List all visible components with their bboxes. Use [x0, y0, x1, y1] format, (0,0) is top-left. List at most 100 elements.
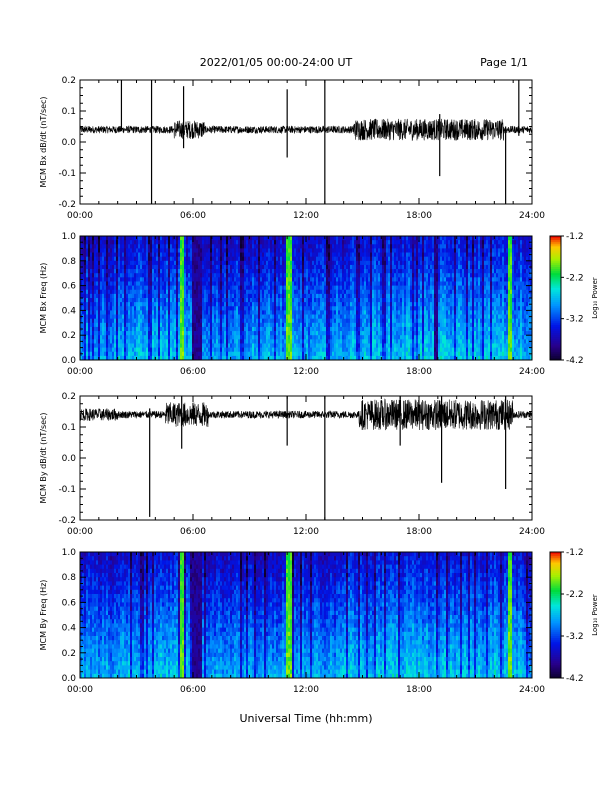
spectrogram-cell — [100, 326, 103, 332]
spectrogram-cell — [126, 314, 129, 320]
spectrogram-cell — [246, 293, 249, 299]
spectrogram-cell — [132, 269, 135, 274]
spectrogram-cell — [276, 331, 279, 336]
spectrogram-cell — [176, 331, 179, 336]
spectrogram-cell — [256, 264, 259, 270]
spectrogram-cell — [288, 318, 291, 324]
spectrogram-cell — [304, 293, 307, 299]
spectrogram-cell — [174, 314, 177, 320]
spectrogram-cell — [182, 273, 185, 278]
spectrogram-cell — [160, 335, 163, 340]
spectrogram-cell — [306, 339, 309, 344]
spectrogram-cell — [270, 264, 273, 270]
spectrogram-cell — [148, 269, 151, 274]
spectrogram-cell — [242, 248, 245, 253]
spectrogram-cell — [90, 306, 93, 311]
spectrogram-cell — [150, 314, 153, 320]
spectrogram-cell — [314, 264, 317, 270]
spectrogram-cell — [270, 240, 273, 245]
spectrogram-cell — [272, 347, 275, 353]
spectrogram-cell — [122, 244, 125, 249]
spectrogram-cell — [204, 318, 207, 324]
spectrogram-cell — [162, 248, 165, 253]
spectrogram-cell — [320, 289, 323, 295]
spectrogram-cell — [296, 256, 299, 262]
spectrogram-cell — [214, 335, 217, 340]
spectrogram-cell — [106, 256, 109, 262]
spectrogram-cell — [300, 351, 303, 357]
spectrogram-cell — [82, 351, 85, 357]
spectrogram-cell — [230, 240, 233, 245]
spectrogram-cell — [194, 277, 197, 282]
spectrogram-cell — [290, 310, 293, 315]
spectrogram-cell — [252, 351, 255, 357]
spectrogram-cell — [144, 244, 147, 249]
spectrogram-cell — [302, 293, 305, 299]
spectrogram-cell — [280, 335, 283, 340]
spectrogram-cell — [222, 314, 225, 320]
spectrogram-cell — [198, 339, 201, 344]
spectrogram-cell — [224, 343, 227, 348]
spectrogram-cell — [282, 240, 285, 245]
spectrogram-cell — [266, 256, 269, 262]
spectrogram-cell — [302, 310, 305, 315]
spectrogram-cell — [114, 355, 117, 361]
spectrogram-cell — [248, 281, 251, 286]
spectrogram-cell — [208, 281, 211, 286]
spectrogram-cell — [244, 244, 247, 249]
spectrogram-cell — [92, 269, 95, 274]
spectrogram-cell — [220, 269, 223, 274]
spectrogram-cell — [230, 343, 233, 348]
spectrogram-cell — [106, 302, 109, 307]
spectrogram-cell — [322, 252, 325, 258]
spectrogram-cell — [84, 306, 87, 311]
spectrogram-cell — [268, 351, 271, 357]
spectrogram-cell — [198, 269, 201, 274]
spectrogram-cell — [246, 339, 249, 344]
spectrogram-cell — [322, 264, 325, 270]
spectrogram-cell — [242, 351, 245, 357]
spectrogram-cell — [82, 236, 85, 241]
spectrogram-cell — [172, 322, 175, 328]
spectrogram-cell — [94, 252, 97, 258]
spectrogram-cell — [224, 310, 227, 315]
spectrogram-cell — [264, 355, 267, 361]
spectrogram-cell — [180, 293, 183, 299]
spectrogram-cell — [118, 248, 121, 253]
spectrogram-cell — [280, 355, 283, 361]
spectrogram-cell — [276, 351, 279, 357]
spectrogram-cell — [238, 310, 241, 315]
spectrogram-cell — [246, 269, 249, 274]
spectrogram-cell — [228, 314, 231, 320]
spectrogram-cell — [94, 326, 97, 332]
spectrogram-cell — [274, 277, 277, 282]
spectrogram-cell — [90, 236, 93, 241]
spectrogram-cell — [256, 347, 259, 353]
spectrogram-cell — [212, 277, 215, 282]
spectrogram-cell — [158, 310, 161, 315]
spectrogram-cell — [210, 236, 213, 241]
spectrogram-cell — [142, 285, 145, 291]
spectrogram-cell — [322, 318, 325, 324]
spectrogram-cell — [132, 298, 135, 303]
spectrogram-cell — [166, 343, 169, 348]
spectrogram-cell — [320, 244, 323, 249]
spectrogram-cell — [288, 314, 291, 320]
spectrogram-cell — [168, 293, 171, 299]
spectrogram-cell — [114, 260, 117, 266]
spectrogram-cell — [106, 326, 109, 332]
spectrogram-cell — [192, 339, 195, 344]
spectrogram-cell — [316, 326, 319, 332]
spectrogram-cell — [266, 343, 269, 348]
spectrogram-cell — [104, 248, 107, 253]
spectrogram-cell — [194, 343, 197, 348]
spectrogram-cell — [284, 269, 287, 274]
spectrogram-cell — [274, 289, 277, 295]
spectrogram-cell — [216, 260, 219, 266]
spectrogram-cell — [312, 256, 315, 262]
spectrogram-cell — [260, 326, 263, 332]
spectrogram-cell — [88, 244, 91, 249]
spectrogram-cell — [190, 310, 193, 315]
spectrogram-cell — [126, 343, 129, 348]
spectrogram-cell — [232, 289, 235, 295]
